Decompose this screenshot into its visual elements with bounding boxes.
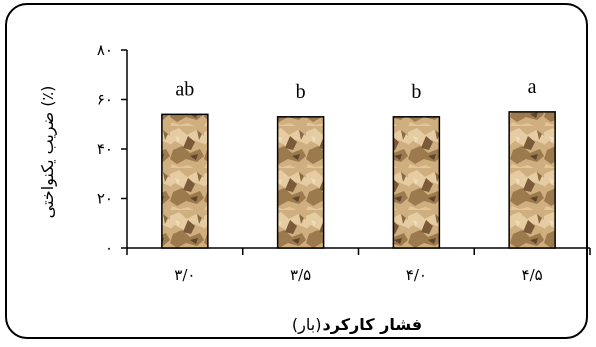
bar-data-label: a xyxy=(528,76,537,98)
x-axis-title-unit: (بار) xyxy=(292,315,322,335)
y-tick-label: ۰ xyxy=(105,239,113,257)
y-tick-label: ۶۰ xyxy=(97,91,113,109)
bar-data-label: ab xyxy=(175,78,194,100)
x-tick-label: ۴/۵ xyxy=(522,266,543,284)
y-axis-title: ضریب یکنواختی (٪) xyxy=(38,86,58,219)
bar xyxy=(276,116,325,249)
x-tick-label: ۳/۰ xyxy=(174,266,195,284)
data-labels: ab b b a xyxy=(175,76,536,103)
x-axis-title: فشار کارکرد (بار) xyxy=(292,315,422,335)
y-ticks: ۰ ۲۰ ۴۰ ۶۰ ۸۰ xyxy=(97,41,127,257)
y-tick-label: ۴۰ xyxy=(97,140,113,158)
bar xyxy=(392,116,441,249)
y-tick-label: ۲۰ xyxy=(97,190,113,208)
x-tick-label: ۴/۰ xyxy=(406,266,427,284)
bars xyxy=(161,111,556,249)
bar xyxy=(161,113,209,249)
bar-data-label: b xyxy=(411,81,421,103)
x-ticks: ۳/۰ ۳/۵ ۴/۰ ۴/۵ xyxy=(126,248,591,284)
x-tick-label: ۳/۵ xyxy=(290,266,311,284)
bar xyxy=(508,111,556,249)
x-axis-title-main: فشار کارکرد xyxy=(323,315,423,334)
y-tick-label: ۸۰ xyxy=(97,41,113,59)
bar-data-label: b xyxy=(296,81,306,103)
